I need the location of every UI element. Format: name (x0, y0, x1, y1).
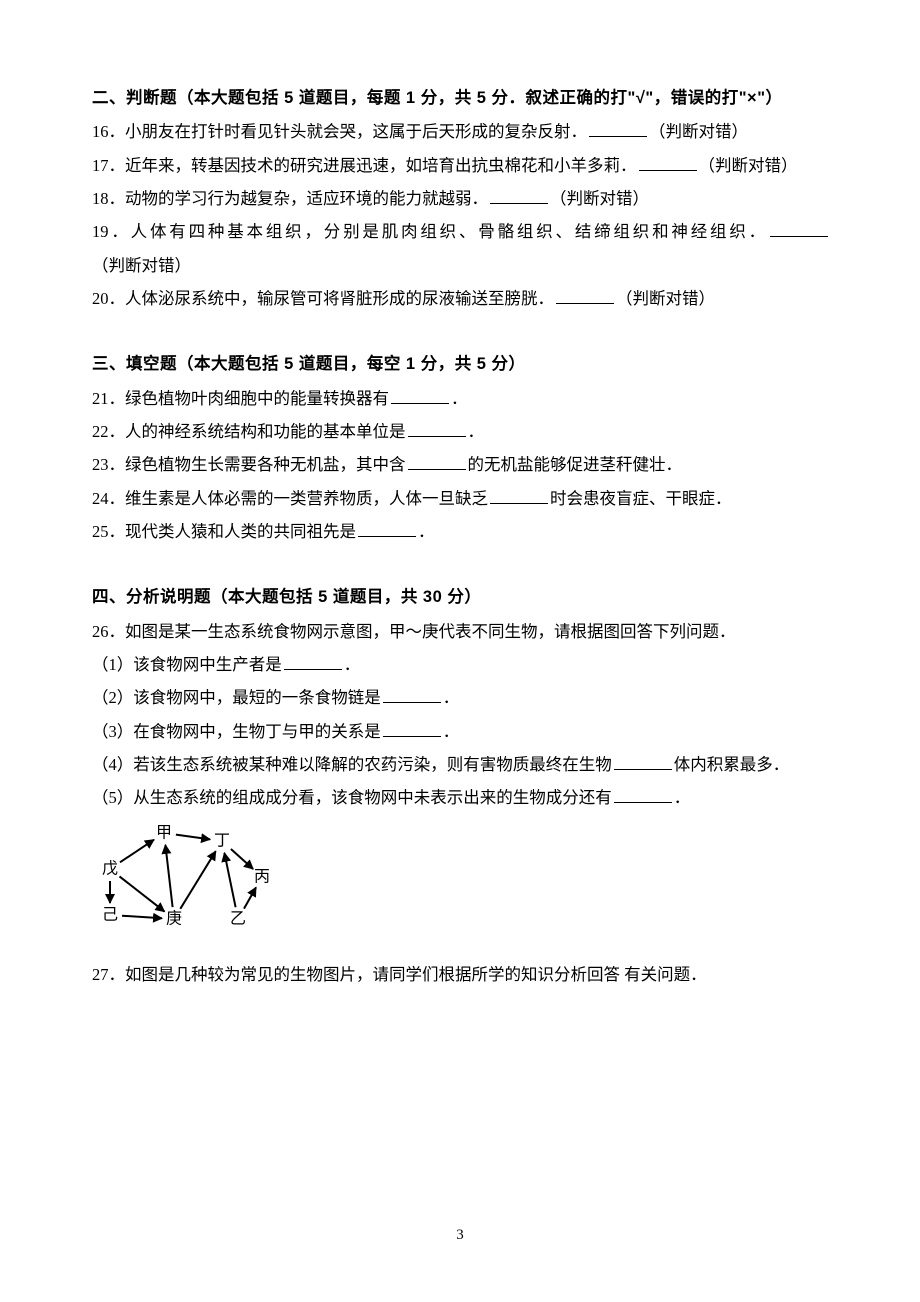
svg-text:戊: 戊 (102, 859, 118, 877)
q22-suffix: ． (468, 422, 485, 441)
q16-text: 16．小朋友在打针时看见针头就会哭，这属于后天形成的复杂反射． (92, 122, 587, 141)
q19-suffix: （判断对错） (92, 256, 191, 275)
q19: 19．人体有四种基本组织，分别是肌肉组织、骨骼组织、结缔组织和神经组织． （判断对… (92, 215, 830, 282)
q18: 18．动物的学习行为越复杂，适应环境的能力就越弱． （判断对错） (92, 182, 830, 215)
q26-5-text: （5）从生态系统的组成成分看，该食物网中未表示出来的生物成分还有 (92, 788, 612, 807)
q26-3-blank (383, 721, 441, 737)
q21-blank (391, 388, 449, 404)
q23: 23．绿色植物生长需要各种无机盐，其中含 的无机盐能够促进茎秆健壮． (92, 448, 830, 481)
section4-header: 四、分析说明题（本大题包括 5 道题目，共 30 分） (92, 581, 830, 614)
svg-text:丙: 丙 (254, 868, 270, 885)
q25-blank (358, 521, 416, 537)
q26-3-text: （3）在食物网中，生物丁与甲的关系是 (92, 722, 381, 741)
q26-5-suffix: ． (674, 788, 691, 807)
q25: 25．现代类人猿和人类的共同祖先是 ． (92, 515, 830, 548)
q26-1-suffix: ． (344, 655, 361, 674)
q26-4-suffix: 体内积累最多． (674, 755, 790, 774)
q16: 16．小朋友在打针时看见针头就会哭，这属于后天形成的复杂反射． （判断对错） (92, 115, 830, 148)
q18-suffix: （判断对错） (550, 189, 649, 208)
q19-blank (770, 221, 828, 237)
svg-text:甲: 甲 (156, 824, 172, 841)
svg-text:丁: 丁 (214, 832, 230, 849)
q21-text: 21．绿色植物叶肉细胞中的能量转换器有 (92, 389, 389, 408)
q16-suffix: （判断对错） (649, 122, 748, 141)
svg-text:庚: 庚 (166, 909, 182, 927)
gap-3-4 (92, 548, 830, 581)
q26-3: （3）在食物网中，生物丁与甲的关系是 ． (92, 715, 830, 748)
foodweb-diagram: 甲 丁戊丙己 庚 乙 (94, 819, 830, 950)
foodweb-svg: 甲 丁戊丙己 庚 乙 (94, 819, 294, 939)
gap-2-3 (92, 315, 830, 348)
q18-text: 18．动物的学习行为越复杂，适应环境的能力就越弱． (92, 189, 488, 208)
q26-4-blank (614, 754, 672, 770)
svg-text:乙: 乙 (230, 910, 246, 927)
q26-1-blank (284, 654, 342, 670)
q22-blank (408, 421, 466, 437)
q26-1: （1）该食物网中生产者是 ． (92, 648, 830, 681)
q23-blank (408, 454, 466, 470)
q20-text: 20．人体泌尿系统中，输尿管可将肾脏形成的尿液输送至膀胱． (92, 289, 554, 308)
page-number: 3 (0, 1220, 920, 1250)
q26-4: （4）若该生态系统被某种难以降解的农药污染，则有害物质最终在生物 体内积累最多． (92, 748, 830, 781)
page: 二、判断题（本大题包括 5 道题目，每题 1 分，共 5 分．叙述正确的打"√"… (0, 0, 920, 1302)
q22: 22．人的神经系统结构和功能的基本单位是 ． (92, 415, 830, 448)
q18-blank (490, 188, 548, 204)
q23-suffix: 的无机盐能够促进茎秆健壮． (468, 455, 683, 474)
section3-header: 三、填空题（本大题包括 5 道题目，每空 1 分，共 5 分） (92, 348, 830, 381)
q26-1-text: （1）该食物网中生产者是 (92, 655, 282, 674)
q26-5: （5）从生态系统的组成成分看，该食物网中未表示出来的生物成分还有 ． (92, 781, 830, 814)
q26-3-suffix: ． (443, 722, 460, 741)
q24: 24．维生素是人体必需的一类营养物质，人体一旦缺乏 时会患夜盲症、干眼症． (92, 482, 830, 515)
q17: 17．近年来，转基因技术的研究进展迅速，如培育出抗虫棉花和小羊多莉． （判断对错） (92, 149, 830, 182)
q24-blank (490, 488, 548, 504)
q26-4-text: （4）若该生态系统被某种难以降解的农药污染，则有害物质最终在生物 (92, 755, 612, 774)
q24-suffix: 时会患夜盲症、干眼症． (550, 489, 732, 508)
section2-header: 二、判断题（本大题包括 5 道题目，每题 1 分，共 5 分．叙述正确的打"√"… (92, 82, 830, 115)
q17-suffix: （判断对错） (699, 156, 798, 175)
q26-2-suffix: ． (443, 688, 460, 707)
q26-intro: 26．如图是某一生态系统食物网示意图，甲～庚代表不同生物，请根据图回答下列问题． (92, 615, 830, 648)
q26-2-text: （2）该食物网中，最短的一条食物链是 (92, 688, 381, 707)
svg-text:己: 己 (102, 906, 118, 923)
q27: 27．如图是几种较为常见的生物图片，请同学们根据所学的知识分析回答 有关问题． (92, 958, 830, 991)
q22-text: 22．人的神经系统结构和功能的基本单位是 (92, 422, 406, 441)
q26-5-blank (614, 787, 672, 803)
q21-suffix: ． (451, 389, 468, 408)
q25-text: 25．现代类人猿和人类的共同祖先是 (92, 522, 356, 541)
q26-2: （2）该食物网中，最短的一条食物链是 ． (92, 681, 830, 714)
q26-2-blank (383, 687, 441, 703)
q23-text: 23．绿色植物生长需要各种无机盐，其中含 (92, 455, 406, 474)
q16-blank (589, 121, 647, 137)
q24-text: 24．维生素是人体必需的一类营养物质，人体一旦缺乏 (92, 489, 488, 508)
q17-text: 17．近年来，转基因技术的研究进展迅速，如培育出抗虫棉花和小羊多莉． (92, 156, 637, 175)
q19-text: 19．人体有四种基本组织，分别是肌肉组织、骨骼组织、结缔组织和神经组织． (92, 222, 768, 241)
q20-suffix: （判断对错） (616, 289, 715, 308)
q20: 20．人体泌尿系统中，输尿管可将肾脏形成的尿液输送至膀胱． （判断对错） (92, 282, 830, 315)
q17-blank (639, 155, 697, 171)
q25-suffix: ． (418, 522, 435, 541)
q20-blank (556, 288, 614, 304)
q21: 21．绿色植物叶肉细胞中的能量转换器有 ． (92, 382, 830, 415)
